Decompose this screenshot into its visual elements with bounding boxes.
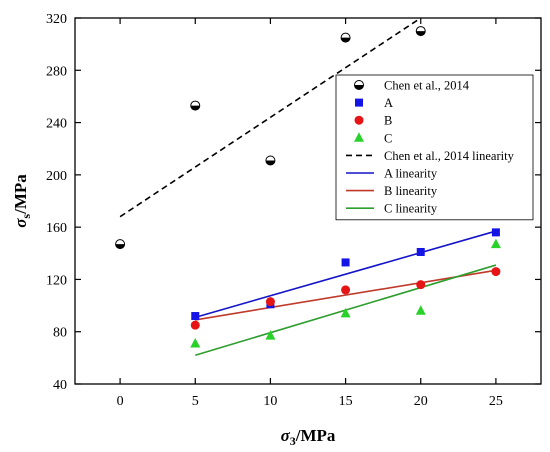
legend-entry-a-linearity: A linearity: [346, 167, 438, 181]
legend-entry-b-linearity: B linearity: [346, 184, 438, 198]
series-c: [190, 238, 501, 348]
legend-marker: [354, 115, 364, 125]
y-tick-label: 120: [46, 273, 67, 288]
legend-label: Chen et al., 2014: [384, 79, 470, 93]
point-b-1: [265, 297, 275, 307]
legend-label: C linearity: [384, 202, 438, 216]
point-a-3: [416, 247, 425, 256]
legend-label: A: [384, 96, 393, 110]
x-tick-label: 0: [117, 394, 124, 409]
plot-frame: [74, 17, 542, 385]
fit-line-chen-et-al-2014-linearity: [119, 18, 422, 218]
legend-label: C: [384, 131, 392, 145]
point-a-0: [191, 312, 200, 321]
fit-line-b-linearity: [195, 269, 497, 321]
y-tick-label: 80: [53, 326, 67, 341]
legend-entry-chen-et-al-2014-linearity: Chen et al., 2014 linearity: [346, 149, 515, 163]
point-chen-et-al-2014-1: [190, 100, 201, 111]
legend-label: B: [384, 114, 392, 128]
x-tick-label: 25: [489, 394, 503, 409]
x-tick-label: 10: [263, 394, 277, 409]
point-a-2: [341, 258, 350, 267]
point-b-4: [491, 267, 501, 277]
y-tick-label: 320: [46, 12, 67, 27]
legend-marker: [355, 98, 363, 107]
point-a-4: [491, 228, 500, 237]
x-tick-label: 15: [339, 394, 353, 409]
point-c-2: [340, 307, 351, 318]
point-c-3: [415, 305, 426, 315]
point-c-4: [490, 238, 501, 249]
y-tick-label: 200: [46, 169, 67, 184]
point-chen-et-al-2014-3: [340, 32, 351, 43]
y-axis-label: σs/MPa: [11, 174, 33, 228]
legend-entry-c: C: [354, 131, 392, 145]
data-points: [115, 26, 501, 348]
x-tick-label: 20: [414, 394, 428, 409]
point-b-0: [190, 320, 200, 330]
legend-entry-c-linearity: C linearity: [346, 202, 438, 216]
fit-lines: [119, 18, 497, 357]
point-chen-et-al-2014-4: [415, 26, 426, 37]
point-chen-et-al-2014-0: [115, 239, 126, 250]
legend-entry-a: A: [355, 96, 393, 110]
point-c-0: [190, 337, 201, 348]
x-axis-label: σ3/MPa: [281, 426, 336, 448]
axes: 0 5 10 15 20 25 40 80 120 160 200 240 280 320 σ3/MPa σs…: [11, 12, 542, 448]
y-tick-label: 160: [46, 221, 67, 236]
x-tick-label: 5: [192, 394, 199, 409]
legend-entry-b: B: [354, 114, 392, 128]
legend-box: [335, 74, 534, 221]
point-c-1: [265, 330, 276, 340]
legend-marker: [354, 132, 364, 142]
series-b: [190, 267, 501, 330]
fit-line-a-linearity: [195, 230, 497, 319]
y-tick-label: 40: [53, 378, 67, 393]
legend-label: A linearity: [384, 167, 438, 181]
legend-label: B linearity: [384, 184, 438, 198]
legend-marker: [354, 80, 364, 90]
point-b-2: [341, 285, 351, 295]
point-b-3: [416, 280, 426, 290]
y-tick-label: 280: [46, 64, 67, 79]
series-chen-et-al-2014: [115, 26, 426, 250]
legend-entry-chen-et-al-2014: Chen et al., 2014: [354, 79, 470, 93]
legend-label: Chen et al., 2014 linearity: [384, 149, 515, 163]
y-tick-label: 240: [46, 117, 67, 132]
point-chen-et-al-2014-2: [265, 155, 276, 166]
legend: Chen et al., 2014 ABC Chen et al., 2014 li…: [335, 74, 534, 221]
